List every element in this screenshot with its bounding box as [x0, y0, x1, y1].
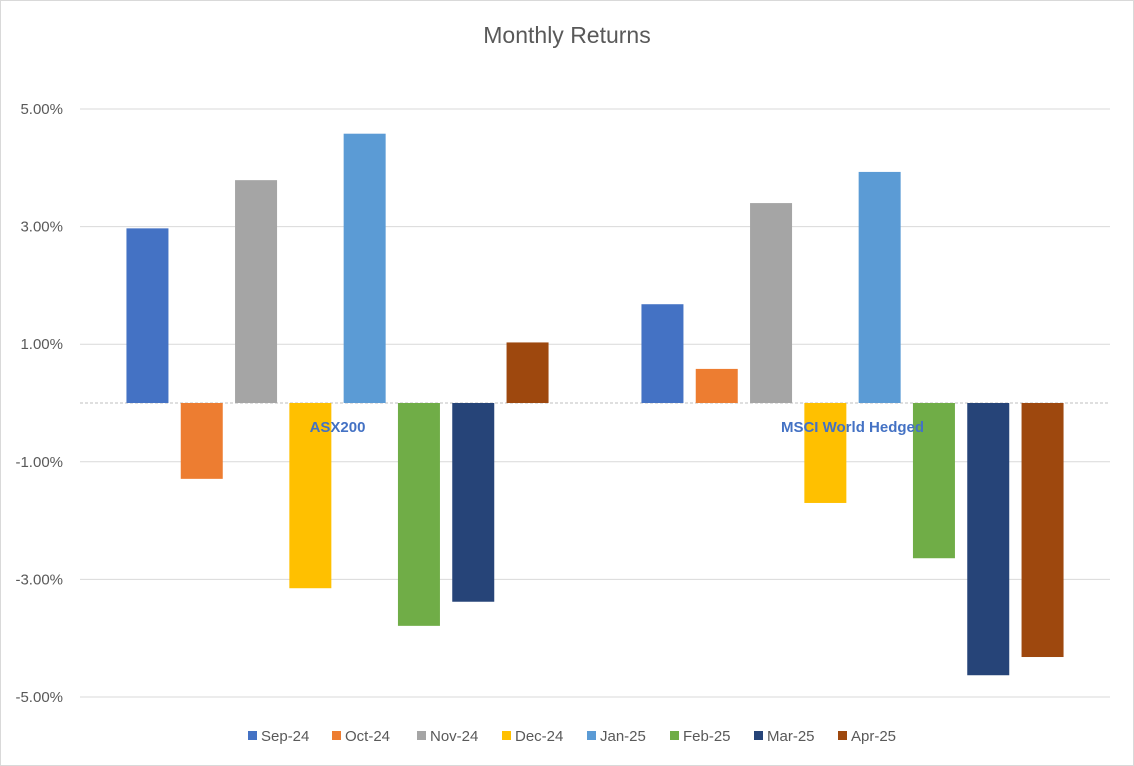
y-tick-label: 3.00%: [20, 219, 63, 236]
bar-mar-25-1: [967, 403, 1010, 676]
legend-item-label: Nov-24: [430, 728, 478, 745]
category-label: ASX200: [310, 419, 366, 436]
bar-nov-24-0: [235, 180, 278, 403]
legend-swatch: [587, 731, 596, 740]
legend: Sep-24 Oct-24 Nov-24 Dec-24 Jan-25 Feb-25 Mar-…: [248, 728, 896, 745]
bar-dec-24-0: [289, 403, 332, 589]
bar-feb-25-1: [912, 403, 955, 559]
bar-oct-24-1: [695, 368, 738, 403]
bar-apr-25-0: [506, 342, 549, 403]
y-tick-label: -3.00%: [15, 571, 63, 588]
y-tick-label: 5.00%: [20, 101, 63, 118]
legend-item-label: Oct-24: [345, 728, 390, 745]
legend-item-label: Sep-24: [261, 728, 309, 745]
legend-swatch: [417, 731, 426, 740]
y-tick-label: -5.00%: [15, 689, 63, 706]
bar-sep-24-1: [641, 304, 684, 403]
legend-swatch: [502, 731, 511, 740]
bar-apr-25-1: [1021, 403, 1064, 658]
bar-feb-25-0: [397, 403, 440, 626]
legend-item-label: Feb-25: [683, 728, 731, 745]
category-labels: ASX200 MSCI World Hedged: [310, 419, 924, 436]
y-tick-label: -1.00%: [15, 454, 63, 471]
bar-jan-25-1: [858, 171, 901, 403]
chart-title: Monthly Returns: [483, 22, 650, 48]
y-tick-label: 1.00%: [20, 336, 63, 353]
bar-jan-25-0: [343, 133, 386, 403]
bar-nov-24-1: [750, 203, 793, 403]
bars: [126, 133, 1064, 676]
legend-item-label: Apr-25: [851, 728, 896, 745]
y-axis-tick-labels: 5.00% 3.00% 1.00% -1.00% -3.00% -5.00%: [15, 101, 63, 706]
legend-swatch: [248, 731, 257, 740]
bar-sep-24-0: [126, 228, 169, 403]
legend-item-label: Jan-25: [600, 728, 646, 745]
legend-swatch: [670, 731, 679, 740]
category-label: MSCI World Hedged: [781, 419, 924, 436]
bar-dec-24-1: [804, 403, 847, 503]
legend-swatch: [754, 731, 763, 740]
legend-swatch: [838, 731, 847, 740]
bar-oct-24-0: [180, 403, 223, 479]
legend-item-label: Dec-24: [515, 728, 563, 745]
legend-swatch: [332, 731, 341, 740]
bar-mar-25-0: [452, 403, 495, 602]
legend-item-label: Mar-25: [767, 728, 815, 745]
